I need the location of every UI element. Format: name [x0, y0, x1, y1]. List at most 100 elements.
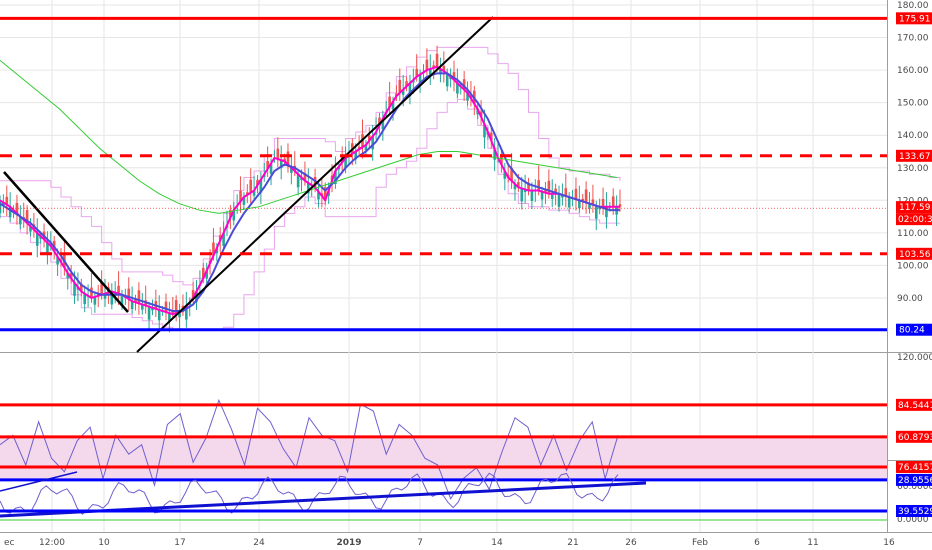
- oscillator2-line: [0, 472, 619, 515]
- price-axis-tick: 90.00: [897, 294, 923, 304]
- candle-body: [367, 135, 371, 141]
- candle-body: [442, 65, 446, 72]
- candle-body: [554, 188, 557, 194]
- candle-body: [561, 194, 564, 198]
- time-axis-label: 7: [417, 538, 423, 548]
- candle-body: [479, 111, 483, 117]
- candle-body: [185, 306, 188, 320]
- channel-upper-line: [0, 46, 621, 286]
- candle-body: [489, 132, 493, 141]
- candle-body: [405, 81, 408, 87]
- candle-body: [557, 193, 561, 207]
- candle-body: [46, 242, 49, 254]
- price-axis-tick: 140.00: [897, 131, 929, 141]
- candle-body: [527, 182, 530, 191]
- candle-body: [401, 89, 405, 95]
- oscillator-level-badge: [896, 430, 932, 443]
- candle-body: [103, 293, 107, 299]
- candle-body: [567, 197, 571, 208]
- candle-body: [25, 210, 29, 224]
- oscillator-axis-tick: 120.0000: [897, 353, 932, 363]
- candle-body: [307, 182, 310, 194]
- candle-body: [15, 202, 19, 214]
- candle-body: [205, 270, 208, 279]
- candle-body: [456, 83, 459, 94]
- candle-body: [218, 235, 222, 241]
- candle-body: [428, 69, 432, 77]
- candle-body: [117, 285, 120, 294]
- candle-body: [134, 299, 137, 303]
- candle-body: [69, 273, 73, 279]
- candle-body: [35, 232, 39, 246]
- candle-body: [550, 193, 554, 199]
- trendline-up[interactable]: [136, 16, 494, 353]
- price-axis-tick: 130.00: [897, 164, 929, 174]
- candle-body: [239, 190, 242, 202]
- trendline-down[interactable]: [3, 171, 129, 313]
- oscillator-level-badge: [896, 398, 932, 411]
- candle-body: [591, 199, 595, 205]
- candle-body: [611, 196, 615, 207]
- candle-body: [564, 188, 568, 196]
- time-axis-label: 24: [253, 538, 265, 548]
- candle-body: [147, 306, 151, 320]
- candle-body: [0, 200, 2, 214]
- candle-body: [249, 179, 253, 193]
- countdown-label: 02:00:39: [898, 215, 932, 225]
- candle-body: [276, 148, 280, 160]
- oscillator2-trendline[interactable]: [0, 471, 78, 492]
- candle-body: [83, 293, 86, 305]
- candle-body: [66, 272, 70, 279]
- candle-body: [530, 190, 534, 201]
- candle-body: [2, 202, 5, 206]
- candle-body: [171, 311, 175, 315]
- candle-body: [56, 256, 59, 265]
- candle-body: [398, 79, 402, 93]
- candle-body: [90, 287, 93, 298]
- candle-body: [408, 83, 412, 97]
- candle-body: [168, 313, 171, 321]
- candle-body: [269, 163, 273, 174]
- candle-body: [252, 190, 256, 196]
- price-axis-tick: 160.00: [897, 66, 929, 76]
- candle-body: [520, 188, 524, 202]
- candle-body: [578, 200, 581, 209]
- candle-body: [334, 171, 337, 185]
- oscillator2-level-label: 76.4157: [898, 463, 932, 473]
- candle-body: [5, 196, 9, 205]
- candle-body: [425, 59, 429, 71]
- candle-body: [246, 192, 249, 195]
- candle-body: [73, 282, 76, 296]
- candle-body: [212, 242, 215, 256]
- candle-body: [594, 205, 598, 219]
- candle-body: [581, 198, 585, 202]
- candle-body: [466, 92, 469, 101]
- candle-body: [130, 301, 134, 310]
- candle-body: [500, 154, 503, 165]
- candle-body: [618, 204, 622, 207]
- candle-body: [537, 180, 540, 191]
- time-axis-label: 17: [174, 538, 185, 548]
- price-axis-tick: 110.00: [897, 229, 929, 239]
- candle-body: [371, 136, 374, 150]
- oscillator-level-label: 60.8793: [898, 433, 932, 443]
- last-price-label: 117.59: [899, 203, 931, 213]
- candle-body: [137, 290, 141, 304]
- candle-body: [286, 151, 290, 165]
- candle-body: [544, 190, 547, 193]
- candle-body: [303, 172, 307, 181]
- candle-body: [432, 65, 435, 68]
- oscillator2-level-label: 39.5529: [898, 507, 932, 517]
- candle-body: [151, 307, 154, 311]
- candle-body: [547, 180, 551, 194]
- time-axis-label: 14: [491, 538, 503, 548]
- candle-body: [164, 301, 168, 313]
- candle-body: [357, 146, 361, 150]
- oscillator-level-label: 84.5441: [898, 401, 932, 411]
- candle-body: [222, 232, 225, 246]
- oscillator-band: [0, 436, 887, 480]
- candle-body: [120, 294, 124, 306]
- candle-body: [8, 206, 12, 218]
- time-axis-label: 2019: [336, 538, 361, 548]
